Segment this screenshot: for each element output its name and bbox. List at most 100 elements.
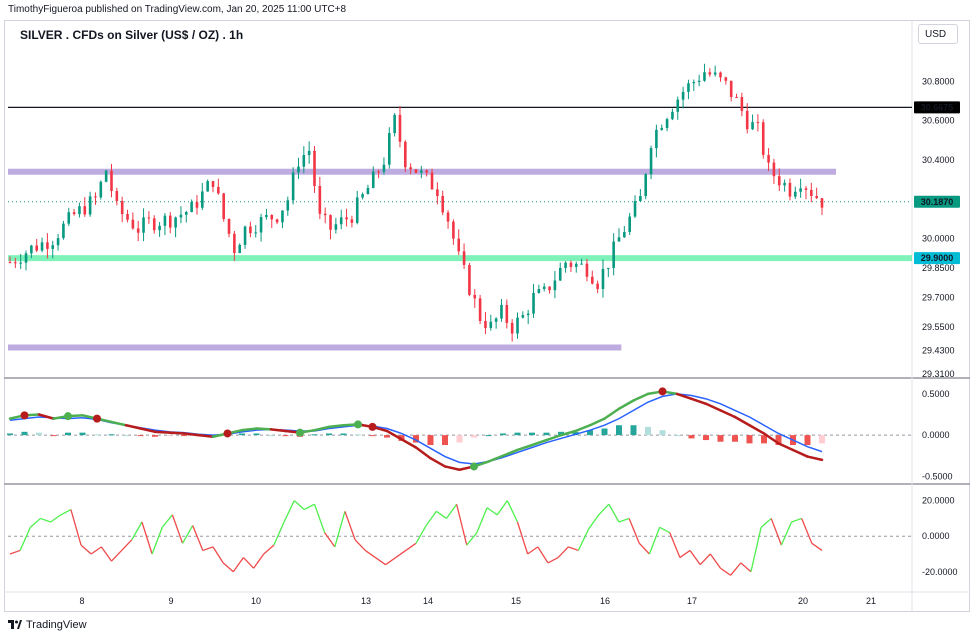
osc-line-segment [486,507,498,516]
footer-brand[interactable]: TradingView [8,619,87,631]
osc-line-segment [313,504,326,533]
candle-body [233,233,236,254]
macd-histogram-bar [137,435,144,437]
candle-body [462,251,466,265]
osc-line-segment [29,517,41,528]
candle-body [265,215,268,218]
osc-line-segment [709,553,722,569]
candle-body [382,164,386,172]
candle-body [665,119,669,128]
candle-body [206,181,209,192]
candle-body [163,215,167,226]
osc-line-segment [435,510,447,519]
osc-line-segment [161,514,173,528]
osc-line-segment [131,521,143,541]
osc-line-segment [648,527,661,555]
candle-body [88,196,92,215]
candle-body [217,186,220,194]
macd-histogram-bar [21,431,28,436]
osc-line-segment [334,511,346,548]
macd-cross-down-dot [658,387,667,396]
macd-line-segment [153,430,171,434]
publisher-note: TimothyFigueroa published on TradingView… [8,4,347,15]
macd-histogram-bar [775,435,782,446]
macd-line-segment [313,425,331,432]
macd-tick-label: 0.5000 [922,389,950,399]
macd-histogram-bar [384,435,390,438]
candle-body [409,167,412,170]
macd-histogram-bar [340,433,347,436]
osc-line-segment [557,546,569,559]
macd-line-segment [414,446,432,460]
candle-body [810,189,813,196]
candle-body [425,170,428,173]
macd-line-segment [777,442,795,452]
macd-histogram-bar [108,434,115,436]
osc-line-segment [527,546,539,555]
candle-body [697,80,701,83]
candle-body [601,268,605,289]
macd-histogram-bar [529,432,535,436]
candle-body [815,195,818,199]
osc-line-segment [263,544,275,555]
macd-histogram-bar [572,431,579,436]
candle-body [457,238,461,252]
candle-body [713,72,717,75]
candle-body [270,215,274,220]
price-tick-label: 29.5500 [922,322,955,332]
candle-body [329,215,332,230]
candle-body [195,202,199,208]
macd-line-segment [733,415,751,427]
osc-line-segment [547,556,559,564]
currency-selector[interactable]: USD [918,24,958,44]
candle-body [489,321,493,328]
candle-body [243,226,247,245]
candle-body [596,283,599,289]
candle-body [777,176,781,186]
osc-line-segment [80,544,92,555]
osc-line-segment [608,503,620,523]
candle-body [649,148,653,175]
candle-body [275,219,279,223]
candle-body [681,91,685,100]
candle-body [414,169,418,173]
candle-body [361,194,364,198]
candle-body [14,262,17,264]
osc-line-segment [242,557,255,569]
candle-body [660,127,664,130]
osc-line-segment [70,509,82,546]
osc-line-segment [121,539,133,551]
macd-histogram-bar [688,435,695,439]
osc-line-segment [506,500,519,523]
osc-line-segment [395,549,407,559]
osc-line-segment [466,532,478,546]
candle-body [655,129,658,149]
candle-body [393,114,396,134]
time-tick-label: 14 [423,596,433,606]
osc-line-segment [740,562,752,573]
macd-line-segment [501,448,519,457]
candle-body [628,216,631,233]
candle-body [366,187,370,195]
candle-body [793,191,797,197]
osc-line-segment [455,504,468,546]
candle-body [19,262,22,264]
candle-body [494,318,498,322]
macd-line-segment [530,438,548,447]
candle-body [692,82,696,84]
macd-histogram-bar [50,435,57,437]
price-tick-label: 29.4300 [922,345,955,355]
macd-histogram-bar [326,433,332,436]
osc-line-segment [100,546,113,562]
osc-line-segment [283,500,295,523]
candle-body [302,155,306,167]
osc-line-segment [273,521,285,546]
candle-body [756,122,760,124]
chart-frame [4,20,970,612]
osc-line-segment [669,532,681,558]
osc-line-segment [50,514,62,523]
candle-body [377,171,380,173]
macd-cross-up-dot [64,412,72,421]
macd-line-segment [385,429,403,441]
